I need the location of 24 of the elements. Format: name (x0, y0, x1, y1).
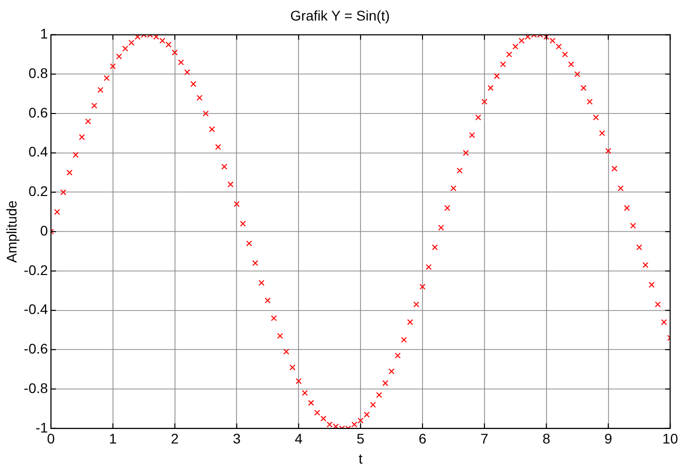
x-tick-label: 9 (604, 430, 612, 447)
x-tick-label: 7 (480, 430, 489, 447)
y-tick-label: 0.8 (28, 65, 48, 82)
y-tick-label: 0.4 (28, 144, 48, 160)
x-tick-label: 8 (542, 430, 550, 447)
y-tick-label: 0.6 (28, 104, 48, 120)
y-tick-label: -0.2 (24, 262, 48, 278)
y-tick-label: -0.8 (24, 380, 48, 396)
x-tick-label: 5 (356, 430, 365, 447)
y-tick-label: 0.2 (28, 183, 48, 200)
y-tick-label: -0.6 (24, 340, 48, 357)
x-axis-title: t (358, 450, 363, 466)
x-tick-label: 4 (294, 430, 303, 447)
chart-title: Grafik Y = Sin(t) (290, 7, 390, 24)
y-tick-label: 1 (40, 26, 48, 42)
x-tick-label: 2 (170, 430, 179, 447)
x-tick-label: 1 (108, 430, 117, 447)
y-tick-label: -1 (35, 419, 48, 436)
x-tick-label: 10 (662, 430, 678, 447)
y-tick-label: 0 (40, 222, 48, 238)
y-tick-label: -0.4 (24, 301, 48, 318)
x-tick-label: 3 (232, 430, 241, 447)
x-tick-label: 6 (418, 430, 427, 447)
y-axis-title: Amplitude (3, 200, 20, 263)
